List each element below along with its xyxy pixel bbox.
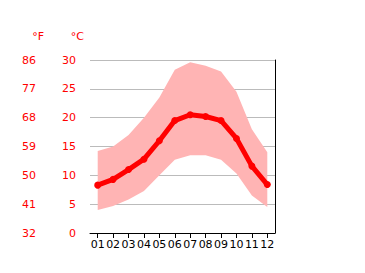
svg-text:77: 77 bbox=[22, 82, 36, 95]
svg-text:41: 41 bbox=[22, 198, 36, 211]
svg-text:68: 68 bbox=[22, 111, 36, 124]
svg-text:°F: °F bbox=[32, 30, 44, 43]
svg-text:25: 25 bbox=[62, 82, 76, 95]
svg-text:04: 04 bbox=[137, 238, 151, 251]
svg-text:05: 05 bbox=[152, 238, 166, 251]
svg-text:32: 32 bbox=[22, 227, 36, 240]
svg-text:09: 09 bbox=[214, 238, 228, 251]
svg-text:20: 20 bbox=[62, 111, 76, 124]
svg-text:11: 11 bbox=[245, 238, 259, 251]
svg-text:10: 10 bbox=[229, 238, 243, 251]
svg-text:08: 08 bbox=[199, 238, 213, 251]
svg-text:0: 0 bbox=[69, 227, 76, 240]
svg-text:10: 10 bbox=[62, 169, 76, 182]
svg-text:86: 86 bbox=[22, 54, 36, 67]
svg-text:59: 59 bbox=[22, 140, 36, 153]
svg-text:07: 07 bbox=[183, 238, 197, 251]
svg-text:02: 02 bbox=[106, 238, 120, 251]
svg-text:5: 5 bbox=[69, 198, 76, 211]
svg-text:12: 12 bbox=[260, 238, 274, 251]
svg-text:01: 01 bbox=[91, 238, 105, 251]
svg-text:03: 03 bbox=[122, 238, 136, 251]
svg-text:50: 50 bbox=[22, 169, 36, 182]
svg-text:°C: °C bbox=[71, 30, 85, 43]
svg-text:30: 30 bbox=[62, 54, 76, 67]
svg-text:06: 06 bbox=[168, 238, 182, 251]
svg-text:15: 15 bbox=[62, 140, 76, 153]
